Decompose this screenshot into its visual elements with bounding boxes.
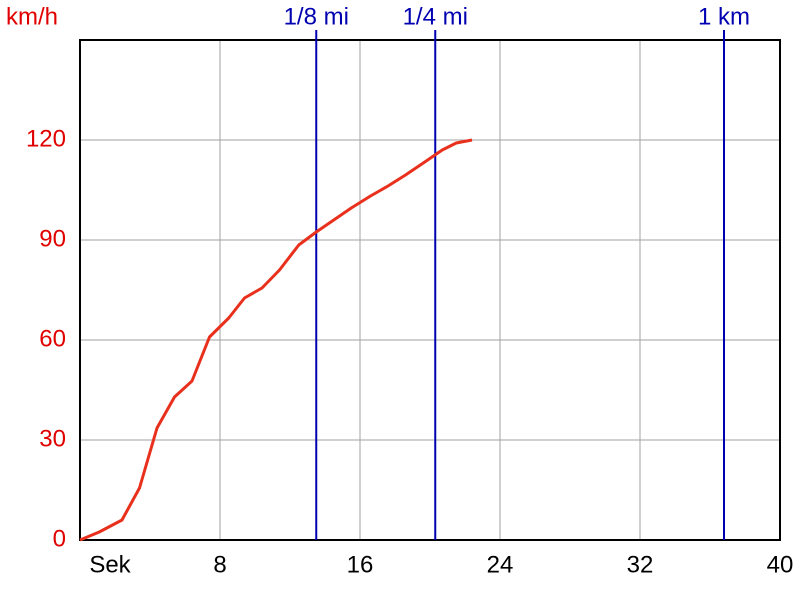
y-tick-label: 120 (26, 125, 66, 152)
x-tick-label: 32 (627, 551, 654, 578)
y-tick-label: 30 (39, 425, 66, 452)
y-tick-label: 60 (39, 325, 66, 352)
x-tick-label: 40 (767, 551, 794, 578)
speed-line (79, 138, 473, 542)
x-tick-label: 16 (347, 551, 374, 578)
x-tick-label: 24 (487, 551, 514, 578)
distance-marker-label: 1/4 mi (403, 3, 468, 30)
distance-marker-label: 1 km (698, 3, 750, 30)
distance-marker-label: 1/8 mi (284, 3, 349, 30)
y-tick-label: 90 (39, 225, 66, 252)
x-tick-label: 8 (213, 551, 226, 578)
plot-frame (79, 39, 781, 541)
y-axis-label: km/h (6, 3, 58, 30)
y-tick-label: 0 (53, 525, 66, 552)
x-tick-label: Sek (89, 551, 131, 578)
